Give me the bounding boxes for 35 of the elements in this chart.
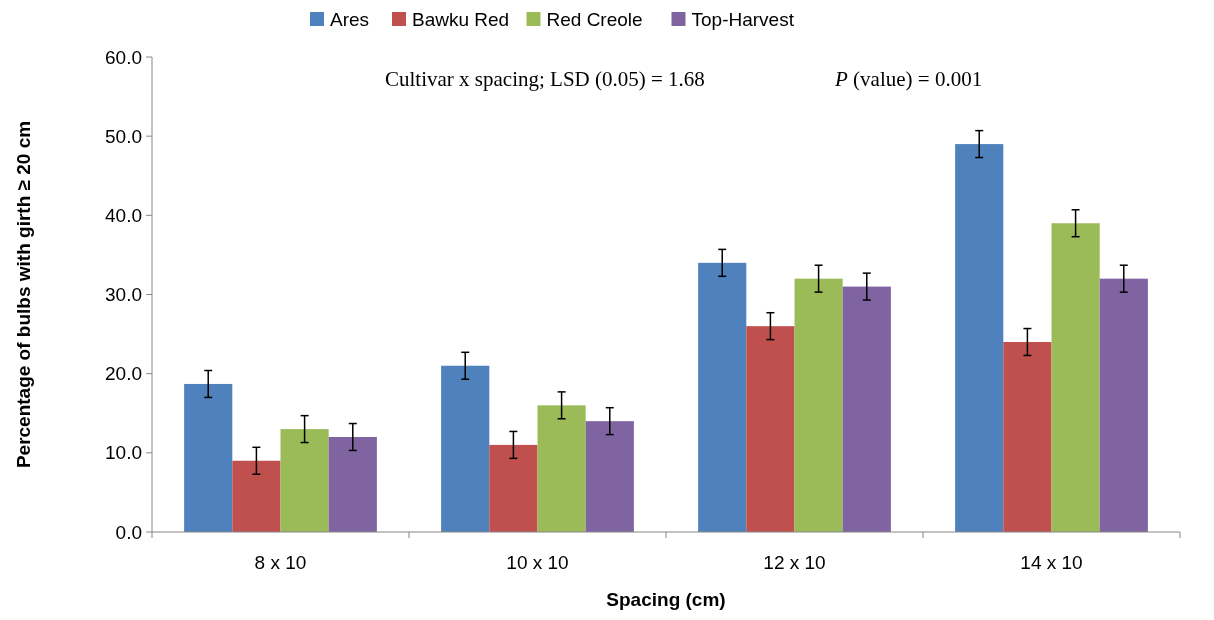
y-tick-label: 30.0 bbox=[105, 284, 142, 306]
bar bbox=[585, 421, 634, 532]
y-tick-label: 20.0 bbox=[105, 363, 142, 385]
bar bbox=[280, 429, 329, 532]
x-tick-label: 8 x 10 bbox=[254, 552, 307, 573]
annotation: P (value) = 0.001 bbox=[834, 67, 983, 91]
y-tick-label: 60.0 bbox=[105, 46, 142, 68]
bar bbox=[441, 365, 490, 532]
legend-label: Bawku Red bbox=[412, 9, 510, 30]
bar bbox=[537, 405, 586, 532]
y-tick-label: 40.0 bbox=[105, 204, 142, 226]
bar bbox=[232, 460, 281, 532]
x-tick-label: 12 x 10 bbox=[763, 552, 826, 573]
bar bbox=[1099, 278, 1148, 532]
y-axis-title: Percentage of bulbs with girth ≥ 20 cm bbox=[13, 120, 34, 469]
bar bbox=[955, 144, 1004, 532]
legend-label: Ares bbox=[330, 9, 370, 30]
y-tick-label: 10.0 bbox=[105, 442, 142, 464]
bar bbox=[184, 383, 233, 532]
bar bbox=[794, 278, 843, 532]
x-axis-title: Spacing (cm) bbox=[606, 589, 726, 610]
y-tick-label: 0.0 bbox=[115, 521, 142, 543]
x-tick-label: 10 x 10 bbox=[506, 552, 569, 573]
annotation: Cultivar x spacing; LSD (0.05) = 1.68 bbox=[385, 67, 705, 91]
bar bbox=[1003, 342, 1052, 532]
bar bbox=[1051, 223, 1100, 532]
bar bbox=[698, 262, 747, 532]
legend-label: Red Creole bbox=[546, 9, 643, 30]
bar bbox=[842, 286, 891, 532]
bar bbox=[746, 326, 795, 532]
x-tick-label: 14 x 10 bbox=[1020, 552, 1083, 573]
legend-label: Top-Harvest bbox=[691, 9, 795, 30]
bar bbox=[489, 444, 538, 532]
y-tick-label: 50.0 bbox=[105, 125, 142, 147]
bar bbox=[328, 437, 377, 532]
